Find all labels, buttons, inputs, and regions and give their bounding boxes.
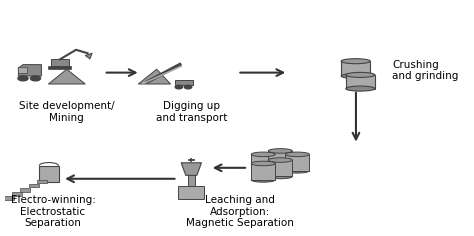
Ellipse shape <box>341 74 370 79</box>
Bar <box>188 175 195 186</box>
Polygon shape <box>18 65 41 76</box>
Circle shape <box>18 76 28 81</box>
Bar <box>346 75 375 88</box>
Circle shape <box>184 85 192 89</box>
Ellipse shape <box>346 86 375 91</box>
Bar <box>18 67 27 73</box>
Bar <box>178 186 204 199</box>
Bar <box>175 80 193 85</box>
Ellipse shape <box>251 169 275 173</box>
Ellipse shape <box>251 161 275 166</box>
Circle shape <box>30 76 41 81</box>
Bar <box>12 192 22 196</box>
Ellipse shape <box>341 59 370 64</box>
Ellipse shape <box>251 178 275 182</box>
Bar <box>28 184 39 187</box>
Ellipse shape <box>285 152 310 157</box>
Bar <box>37 180 47 183</box>
Bar <box>251 164 275 180</box>
Ellipse shape <box>285 169 310 173</box>
Ellipse shape <box>268 149 292 153</box>
Polygon shape <box>85 53 92 59</box>
Text: Digging up
and transport: Digging up and transport <box>155 101 227 123</box>
Polygon shape <box>48 69 85 84</box>
Bar <box>268 160 292 177</box>
Ellipse shape <box>268 165 292 170</box>
Bar <box>268 151 292 167</box>
Bar <box>341 61 370 76</box>
Ellipse shape <box>268 158 292 162</box>
Polygon shape <box>138 69 171 84</box>
Ellipse shape <box>346 72 375 77</box>
Polygon shape <box>181 163 201 175</box>
Bar <box>251 154 275 171</box>
Bar <box>4 196 14 200</box>
Ellipse shape <box>268 174 292 179</box>
Bar <box>39 166 58 182</box>
Circle shape <box>175 85 182 89</box>
Ellipse shape <box>251 152 275 157</box>
Bar <box>51 59 69 66</box>
Bar <box>48 66 72 69</box>
Text: Leaching and
Adsorption:
Magnetic Separation: Leaching and Adsorption: Magnetic Separa… <box>186 195 294 228</box>
Text: Crushing
and grinding: Crushing and grinding <box>392 59 458 81</box>
Text: Electro-winning:
Electrostatic
Separation: Electro-winning: Electrostatic Separatio… <box>10 195 95 228</box>
Text: Site development/
Mining: Site development/ Mining <box>19 101 115 123</box>
Bar <box>285 154 310 171</box>
Bar <box>20 188 30 192</box>
